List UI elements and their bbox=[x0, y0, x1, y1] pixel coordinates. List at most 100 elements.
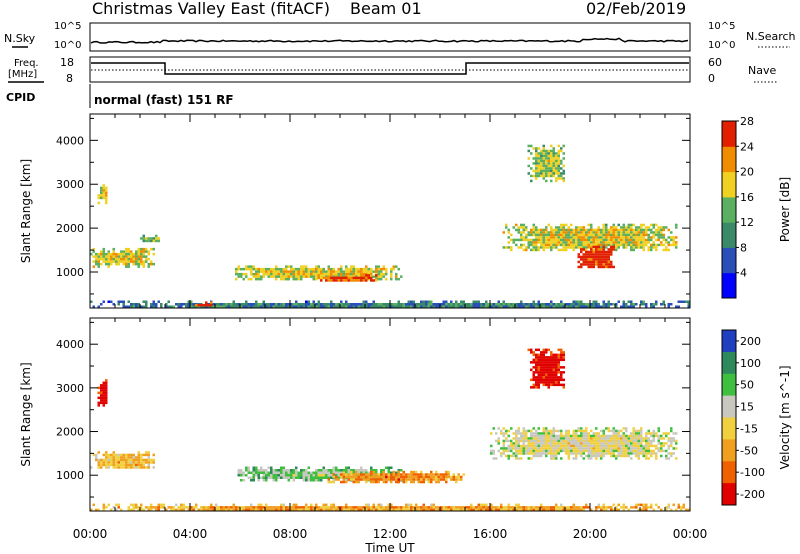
data-cell bbox=[565, 223, 568, 227]
data-cell bbox=[605, 258, 608, 261]
data-cell bbox=[550, 508, 553, 512]
data-cell bbox=[537, 152, 540, 155]
data-cell bbox=[405, 305, 408, 308]
data-cell bbox=[547, 157, 550, 160]
data-cell bbox=[197, 305, 200, 308]
data-cell bbox=[515, 437, 518, 440]
data-cell bbox=[197, 508, 200, 512]
data-cell bbox=[315, 506, 318, 509]
data-cell bbox=[510, 248, 513, 252]
data-cell bbox=[352, 475, 355, 479]
data-cell bbox=[597, 437, 600, 440]
data-cell bbox=[612, 449, 615, 453]
data-cell bbox=[362, 267, 365, 271]
data-cell bbox=[312, 471, 315, 474]
data-cell bbox=[105, 262, 108, 266]
data-cell bbox=[585, 447, 588, 450]
data-cell bbox=[182, 303, 185, 306]
data-cell bbox=[100, 186, 103, 190]
data-cell bbox=[285, 275, 288, 278]
data-cell bbox=[555, 164, 558, 168]
data-cell bbox=[130, 303, 133, 306]
data-cell bbox=[297, 471, 300, 474]
data-cell bbox=[115, 255, 118, 258]
data-cell bbox=[150, 506, 153, 509]
data-cell bbox=[305, 300, 308, 303]
data-cell bbox=[547, 432, 550, 435]
data-cell bbox=[585, 434, 588, 438]
data-cell bbox=[575, 241, 578, 244]
data-cell bbox=[265, 270, 268, 273]
data-cell bbox=[552, 152, 555, 155]
data-cell bbox=[525, 429, 528, 433]
data-cell bbox=[297, 508, 300, 512]
data-cell bbox=[587, 439, 590, 443]
data-cell bbox=[112, 458, 115, 462]
data-cell bbox=[605, 238, 608, 242]
data-cell bbox=[540, 363, 543, 367]
data-cell bbox=[302, 476, 305, 479]
data-cell bbox=[315, 277, 318, 281]
data-cell bbox=[550, 356, 553, 359]
data-cell bbox=[367, 303, 370, 306]
data-cell bbox=[305, 474, 308, 477]
data-cell bbox=[587, 250, 590, 254]
data-cell bbox=[605, 255, 608, 259]
data-cell bbox=[635, 231, 638, 234]
data-cell bbox=[590, 241, 593, 244]
data-cell bbox=[550, 381, 553, 384]
data-cell bbox=[605, 434, 608, 438]
data-cell bbox=[342, 506, 345, 509]
data-cell bbox=[575, 506, 578, 509]
data-cell bbox=[105, 399, 108, 402]
data-cell bbox=[605, 506, 608, 509]
data-cell bbox=[595, 444, 598, 448]
data-cell bbox=[307, 272, 310, 276]
data-cell bbox=[492, 305, 495, 308]
data-cell bbox=[520, 439, 523, 443]
data-cell bbox=[657, 228, 660, 232]
data-cell bbox=[645, 444, 648, 448]
data-cell bbox=[425, 303, 428, 306]
data-cell bbox=[302, 267, 305, 271]
data-cell bbox=[552, 303, 555, 306]
data-cell bbox=[312, 474, 315, 477]
data-cell bbox=[340, 279, 343, 282]
data-cell bbox=[562, 358, 565, 362]
data-cell bbox=[277, 476, 280, 479]
data-cell bbox=[380, 275, 383, 278]
data-cell bbox=[285, 471, 288, 474]
data-cell bbox=[475, 508, 478, 512]
data-cell bbox=[637, 457, 640, 460]
data-cell bbox=[225, 508, 228, 512]
data-cell bbox=[117, 303, 120, 306]
data-cell bbox=[557, 378, 560, 382]
data-cell bbox=[275, 469, 278, 472]
data-cell bbox=[577, 231, 580, 234]
data-cell bbox=[557, 174, 560, 178]
data-cell bbox=[135, 303, 138, 306]
data-cell bbox=[350, 305, 353, 308]
data-cell bbox=[435, 473, 438, 476]
data-cell bbox=[472, 300, 475, 303]
data-cell bbox=[280, 270, 283, 273]
data-cell bbox=[565, 241, 568, 244]
data-cell bbox=[665, 434, 668, 438]
data-cell bbox=[672, 503, 675, 507]
data-cell bbox=[97, 463, 100, 467]
data-cell bbox=[575, 233, 578, 237]
data-cell bbox=[642, 241, 645, 244]
data-cell bbox=[120, 252, 123, 256]
data-cell bbox=[535, 233, 538, 237]
data-cell bbox=[625, 439, 628, 443]
colorbar-tick-label: 50 bbox=[740, 379, 754, 392]
data-cell bbox=[595, 508, 598, 512]
data-cell bbox=[605, 265, 608, 269]
data-cell bbox=[345, 475, 348, 479]
data-cell bbox=[580, 442, 583, 445]
data-cell bbox=[597, 442, 600, 445]
data-cell bbox=[120, 260, 123, 263]
data-cell bbox=[557, 356, 560, 359]
data-cell bbox=[102, 386, 105, 390]
data-cell bbox=[252, 479, 255, 482]
